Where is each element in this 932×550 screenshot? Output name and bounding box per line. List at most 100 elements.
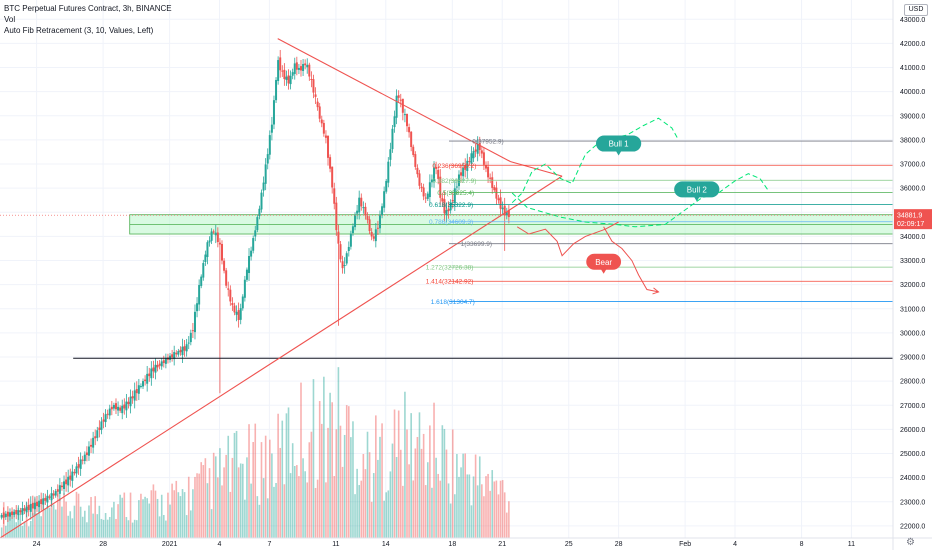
candle-body xyxy=(472,151,475,159)
volume-bar xyxy=(493,481,496,538)
volume-bar xyxy=(285,413,288,538)
currency-badge[interactable]: USD xyxy=(904,4,928,16)
price-tick-label: 23000.0 xyxy=(900,499,925,506)
volume-bar xyxy=(204,458,207,538)
candle-body xyxy=(114,403,117,410)
volume-bar xyxy=(90,496,92,538)
candle-body xyxy=(383,191,386,208)
price-tag-countdown: 02:09:17 xyxy=(897,221,924,228)
volume-bar xyxy=(15,522,18,538)
volume-bar xyxy=(387,490,390,538)
candle-body xyxy=(426,193,429,199)
price-tick-label: 33000.0 xyxy=(900,258,925,265)
volume-bar xyxy=(185,515,188,538)
candle-body xyxy=(501,207,504,210)
candle-body xyxy=(119,407,122,411)
volume-bar xyxy=(239,463,242,538)
fib-levels: 0(37952.9) 0.236(36950.2) 0.382(36327.9) 0.… xyxy=(426,139,893,306)
candle-body xyxy=(31,502,34,509)
candle-body xyxy=(36,501,39,507)
candle-body xyxy=(206,242,209,258)
candle-body xyxy=(60,485,63,488)
candle-body xyxy=(87,446,90,456)
volume-bar xyxy=(331,402,333,538)
candle-body xyxy=(393,116,396,128)
candle-body xyxy=(460,172,463,176)
time-tick-label: 14 xyxy=(382,541,390,548)
candle-body xyxy=(112,404,115,409)
volume-bar xyxy=(323,376,325,538)
candle-body xyxy=(179,349,182,353)
fib-label: 0.5(35825.4) xyxy=(437,190,474,197)
candle-body xyxy=(387,161,390,183)
fib-label: 0.382(36327.9) xyxy=(432,178,476,185)
time-tick-label: 7 xyxy=(267,541,271,548)
volume-bar xyxy=(291,443,294,538)
candle-body xyxy=(11,511,14,515)
bull2-projection xyxy=(511,173,769,228)
candle-body xyxy=(100,421,103,430)
fib-label: 0.786(34609.3) xyxy=(429,219,473,226)
candle-body xyxy=(104,414,107,423)
volume-bar xyxy=(125,517,128,538)
volume-bar xyxy=(264,435,267,538)
volume-bar xyxy=(476,485,479,538)
volume-bar xyxy=(439,480,442,538)
annotation-text: Bull 2 xyxy=(687,185,708,194)
candle-body xyxy=(177,351,180,355)
volume-bar xyxy=(481,484,483,538)
candle-body xyxy=(439,176,442,198)
fib-label: 1(33699.9) xyxy=(461,241,492,248)
candle-body xyxy=(13,511,16,515)
volume-bar xyxy=(489,490,491,538)
candle-body xyxy=(447,208,450,212)
volume-bar xyxy=(54,509,57,538)
candle-body xyxy=(414,154,417,167)
gear-icon[interactable]: ⚙ xyxy=(906,537,915,548)
volume-bar xyxy=(81,516,84,538)
symbol-title[interactable]: BTC Perpetual Futures Contract, 3h, BINA… xyxy=(4,4,172,13)
volume-bar xyxy=(133,519,136,538)
price-tick-label: 43000.0 xyxy=(900,17,925,24)
fib-indicator-label[interactable]: Auto Fib Retracement (3, 10, Values, Lef… xyxy=(4,26,154,35)
volume-bar xyxy=(144,496,146,538)
candle-body xyxy=(248,256,251,274)
time-tick-label: 4 xyxy=(218,541,222,548)
volume-bar xyxy=(420,448,423,538)
volume-bar xyxy=(135,520,138,538)
volume-bar xyxy=(329,392,331,538)
volume-bar xyxy=(248,424,250,538)
fib-label: 0.618(35322.9) xyxy=(429,202,473,209)
candle-body xyxy=(314,94,317,97)
price-tag-value: 34881.9 xyxy=(897,213,922,220)
volume-indicator-label[interactable]: Vol xyxy=(4,15,16,24)
volume-bar xyxy=(273,486,275,538)
volume-bar xyxy=(316,479,319,538)
volume-bar xyxy=(306,482,309,538)
volume-bar xyxy=(364,469,367,538)
candle-body xyxy=(368,219,371,231)
candle-body xyxy=(333,188,336,204)
volume-bar xyxy=(391,443,394,538)
volume-bar xyxy=(277,413,279,538)
candle-body xyxy=(422,187,425,197)
volume-bar xyxy=(491,470,494,538)
candles xyxy=(0,49,510,524)
volume-bar xyxy=(227,435,230,538)
volume-bar xyxy=(335,429,338,538)
candle-body xyxy=(370,231,373,237)
time-tick-label: 28 xyxy=(615,541,623,548)
candle-body xyxy=(175,352,178,355)
volume-bar xyxy=(231,457,234,538)
candle-body xyxy=(137,385,140,394)
volume-bar xyxy=(219,448,221,538)
volume-bar xyxy=(495,480,498,538)
price-tick-label: 24000.0 xyxy=(900,475,925,482)
candle-body xyxy=(362,207,365,209)
annotation-bear: Bear xyxy=(586,253,622,274)
candle-body xyxy=(335,202,338,231)
volume-bar xyxy=(121,497,124,538)
candle-body xyxy=(48,496,51,498)
